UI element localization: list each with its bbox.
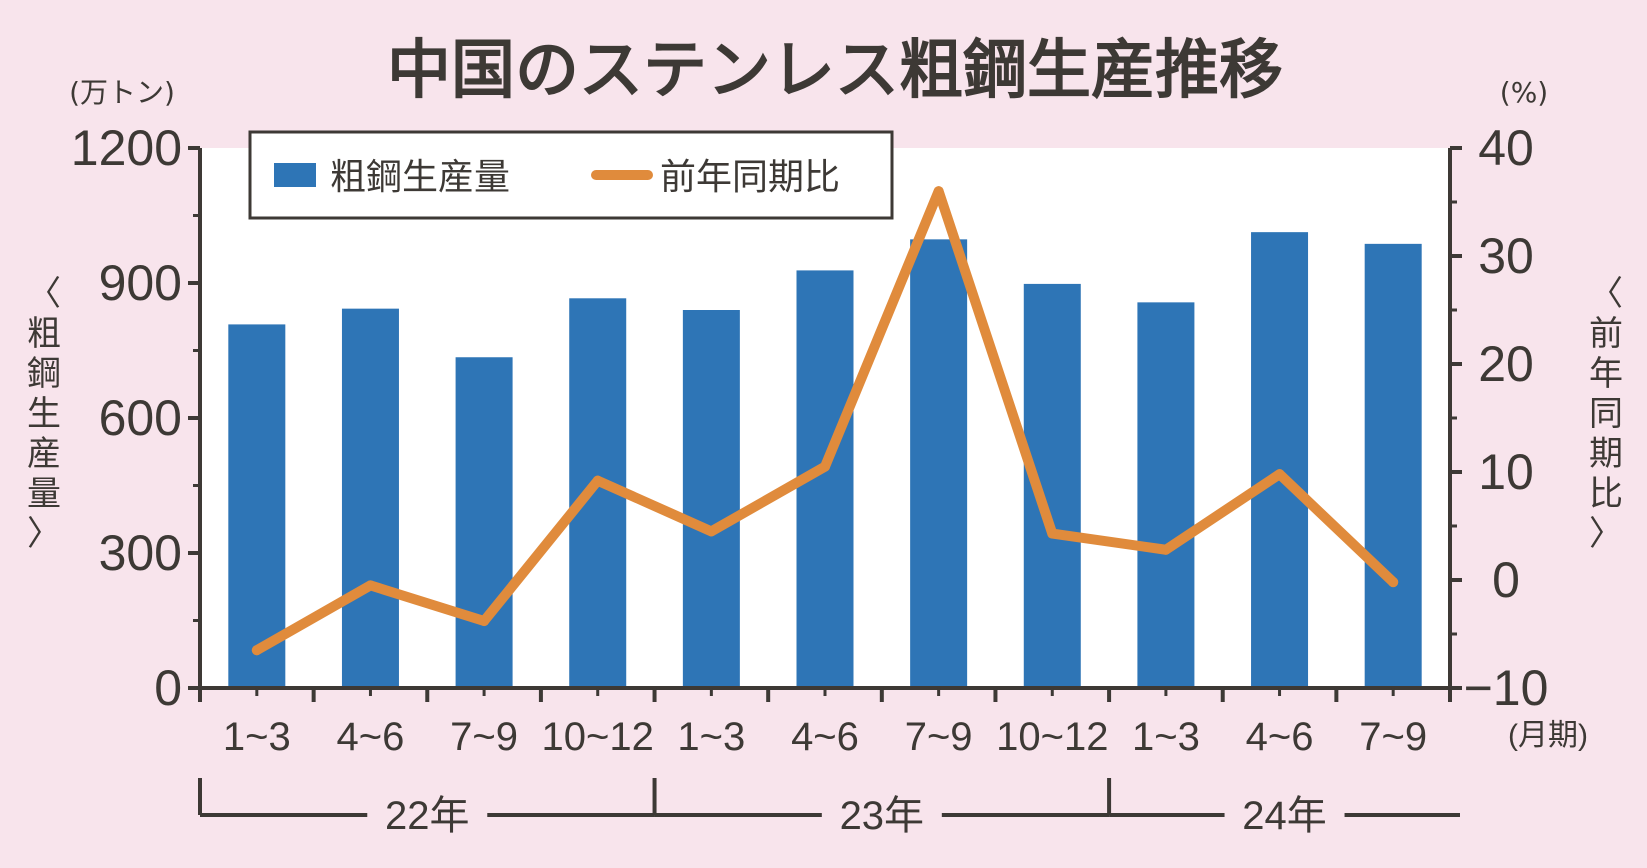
right-axis-ticks: −10 0 10 20 30 40 (1450, 120, 1548, 716)
yoy-point-3 (592, 475, 603, 486)
left-axis-unit: (万トン) (69, 76, 175, 109)
bar-2 (455, 357, 513, 688)
category-label-8: 1~3 (1132, 715, 1200, 759)
left-tick-label-1: 300 (99, 525, 182, 581)
legend-bar-label: 粗鋼生産量 (330, 157, 510, 198)
yoy-point-6 (933, 186, 944, 197)
category-labels: 1~3 4~6 7~9 10~12 1~3 4~6 7~9 10~12 1~3 4~6 7~9 (月期… (223, 715, 1588, 759)
right-tick-label-0: −10 (1464, 660, 1549, 716)
bar-4 (682, 310, 740, 688)
bar-10 (1364, 243, 1422, 688)
yoy-point-7 (1047, 528, 1058, 539)
bar-1 (341, 308, 399, 688)
year-label-1: 23年 (840, 794, 925, 838)
right-tick-label-1: 0 (1492, 552, 1520, 608)
right-axis-unit: (%) (1500, 76, 1548, 109)
left-tick-label-0: 0 (154, 660, 182, 716)
left-tick-label-4: 1200 (71, 120, 182, 176)
yoy-point-5 (820, 461, 830, 472)
bar-8 (1137, 302, 1195, 688)
legend-box (248, 130, 894, 220)
yoy-point-10 (1388, 577, 1399, 588)
yoy-point-2 (479, 616, 490, 627)
legend-line-label: 前年同期比 (660, 157, 840, 198)
category-label-6: 7~9 (905, 715, 973, 759)
legend-bar-swatch (274, 163, 316, 187)
category-label-2: 7~9 (450, 715, 518, 759)
yoy-point-1 (365, 580, 376, 591)
category-label-5: 4~6 (791, 715, 859, 759)
yoy-point-4 (706, 526, 717, 537)
vertical-axis-labels: 〈粗鋼生産量〉 〈前年同期比〉 (27, 274, 1623, 554)
right-tick-label-4: 30 (1478, 228, 1534, 284)
category-label-4: 1~3 (677, 715, 745, 759)
left-tick-label-2: 600 (99, 390, 182, 446)
bar-6 (910, 239, 968, 688)
yoy-point-0 (251, 645, 262, 656)
category-label-1: 4~6 (337, 715, 405, 759)
right-tick-label-2: 10 (1478, 444, 1534, 500)
left-axis-ticks: 0 300 600 900 1200 (71, 120, 200, 716)
right-axis-label: 〈前年同期比〉 (1589, 274, 1623, 554)
right-tick-label-5: 40 (1478, 120, 1534, 176)
year-label-2: 24年 (1242, 794, 1327, 838)
right-tick-label-3: 20 (1478, 336, 1534, 392)
category-label-7: 10~12 (996, 715, 1108, 759)
left-axis-label: 〈粗鋼生産量〉 (27, 274, 61, 554)
bar-0 (228, 324, 286, 688)
category-label-3: 10~12 (542, 715, 654, 759)
bar-9 (1251, 232, 1309, 688)
left-tick-label-3: 900 (99, 255, 182, 311)
category-label-9: 4~6 (1246, 715, 1314, 759)
line-series (251, 186, 1399, 656)
yoy-point-8 (1160, 544, 1171, 555)
category-unit: (月期) (1508, 719, 1588, 752)
chart-title: 中国のステンレス粗鋼生産推移 (387, 34, 1283, 108)
category-label-10: 7~9 (1359, 715, 1427, 759)
category-label-0: 1~3 (223, 715, 291, 759)
year-groups: 22年 23年 24年 (198, 778, 1460, 838)
year-label-0: 22年 (385, 794, 470, 838)
yoy-point-9 (1274, 469, 1285, 480)
legend: 粗鋼生産量 前年同期比 (248, 130, 894, 220)
